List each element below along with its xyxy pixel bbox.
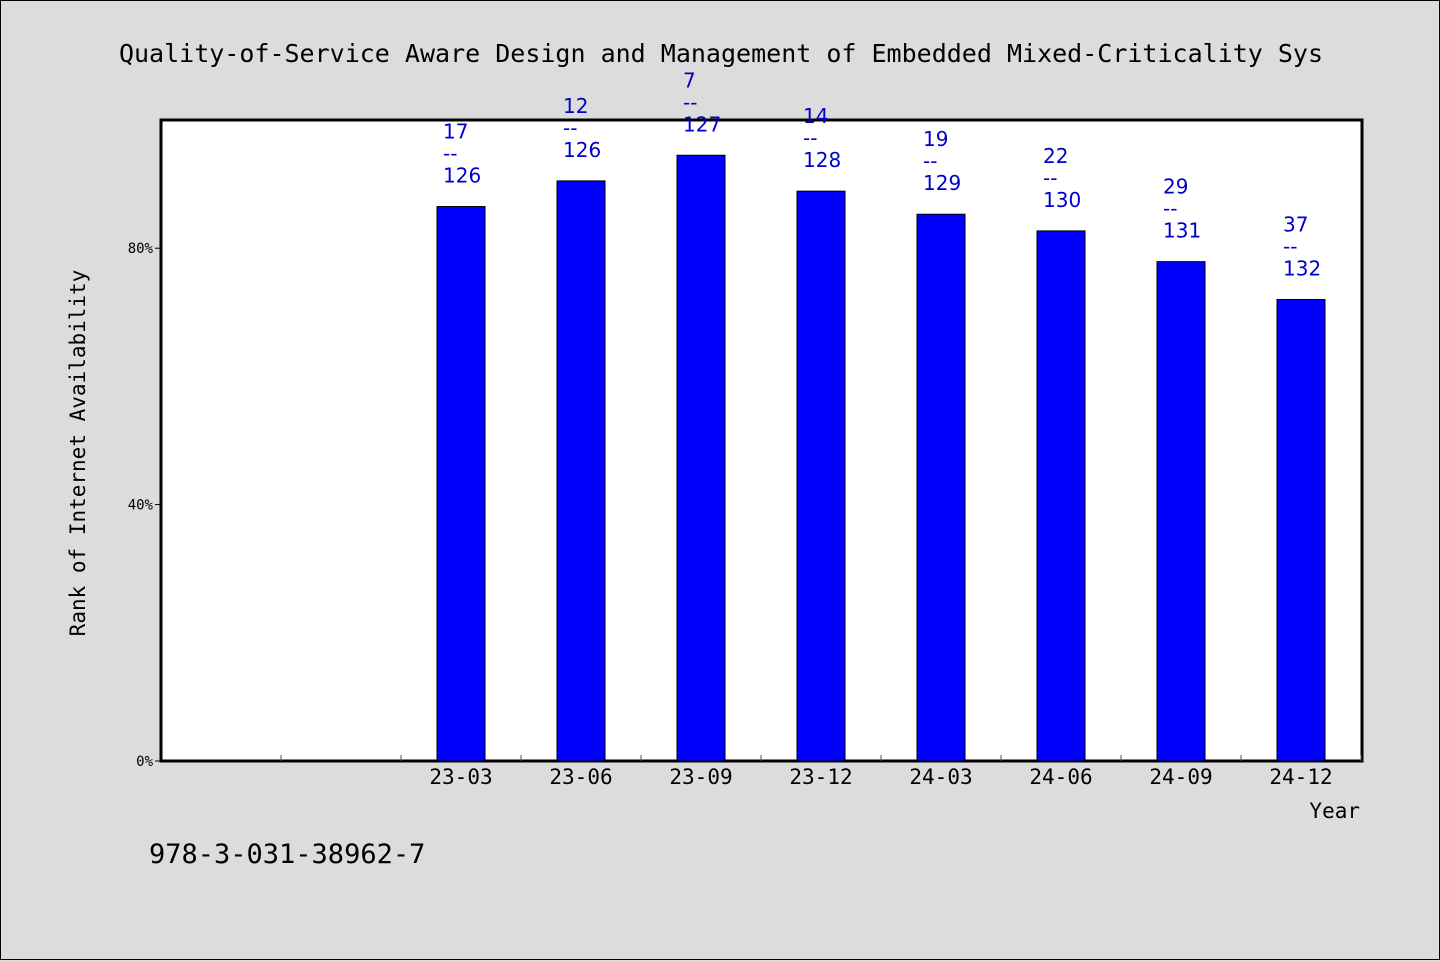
data-label-bottom: 130 <box>1043 188 1081 212</box>
x-tick-label: 24-12 <box>1269 765 1332 789</box>
data-label-bottom: 126 <box>443 164 481 188</box>
data-label-separator: -- <box>1283 234 1297 258</box>
bar <box>916 213 966 762</box>
x-axis: 23-03 23-06 23-09 23-12 24-03 24-06 24-09 24-12 <box>280 755 1362 789</box>
x-tick-label: 23-12 <box>789 765 852 789</box>
data-label-top: 22 <box>1043 144 1068 168</box>
data-label-top: 29 <box>1163 175 1188 199</box>
data-label-bottom: 126 <box>563 138 601 162</box>
bar <box>556 180 606 762</box>
data-label-bottom: 131 <box>1163 219 1201 243</box>
bar <box>1156 261 1206 762</box>
bar <box>436 206 486 762</box>
x-tick-label: 23-06 <box>549 765 612 789</box>
data-label-bottom: 127 <box>683 112 721 136</box>
data-label-top: 12 <box>563 94 588 118</box>
bar <box>1036 230 1086 762</box>
y-axis-title: Rank of Internet Availability <box>66 270 90 637</box>
x-tick-label: 23-03 <box>429 765 492 789</box>
bar <box>676 154 726 762</box>
x-tick-label: 24-06 <box>1029 765 1092 789</box>
y-tick-label: 80% <box>128 241 154 257</box>
data-label-separator: -- <box>683 90 697 114</box>
data-label-bottom: 129 <box>923 171 961 195</box>
x-tick-label: 24-03 <box>909 765 972 789</box>
data-label-top: 19 <box>923 127 948 151</box>
x-axis-title: Year <box>1309 799 1360 823</box>
y-axis: 0% 40% 80% <box>128 241 161 770</box>
data-label-separator: -- <box>1163 197 1177 221</box>
bar <box>796 190 846 762</box>
bars-group <box>436 154 1326 762</box>
data-label-separator: -- <box>563 116 577 140</box>
y-tick-label: 40% <box>128 498 154 514</box>
bar <box>1276 298 1326 762</box>
data-label-separator: -- <box>1043 166 1057 190</box>
data-label-separator: -- <box>443 142 457 166</box>
data-label-bottom: 132 <box>1283 256 1321 280</box>
data-label-top: 37 <box>1283 212 1308 236</box>
chart-title: Quality-of-Service Aware Design and Mana… <box>119 39 1323 68</box>
y-tick-label: 0% <box>136 754 153 770</box>
data-label-top: 7 <box>683 68 696 92</box>
data-label-separator: -- <box>803 126 817 150</box>
data-label-bottom: 128 <box>803 148 841 172</box>
data-label-top: 17 <box>443 120 468 144</box>
data-label-separator: -- <box>923 149 937 173</box>
x-tick-label: 23-09 <box>669 765 732 789</box>
data-label-top: 14 <box>803 104 828 128</box>
x-tick-label: 24-09 <box>1149 765 1212 789</box>
isbn-footer: 978-3-031-38962-7 <box>149 839 425 870</box>
